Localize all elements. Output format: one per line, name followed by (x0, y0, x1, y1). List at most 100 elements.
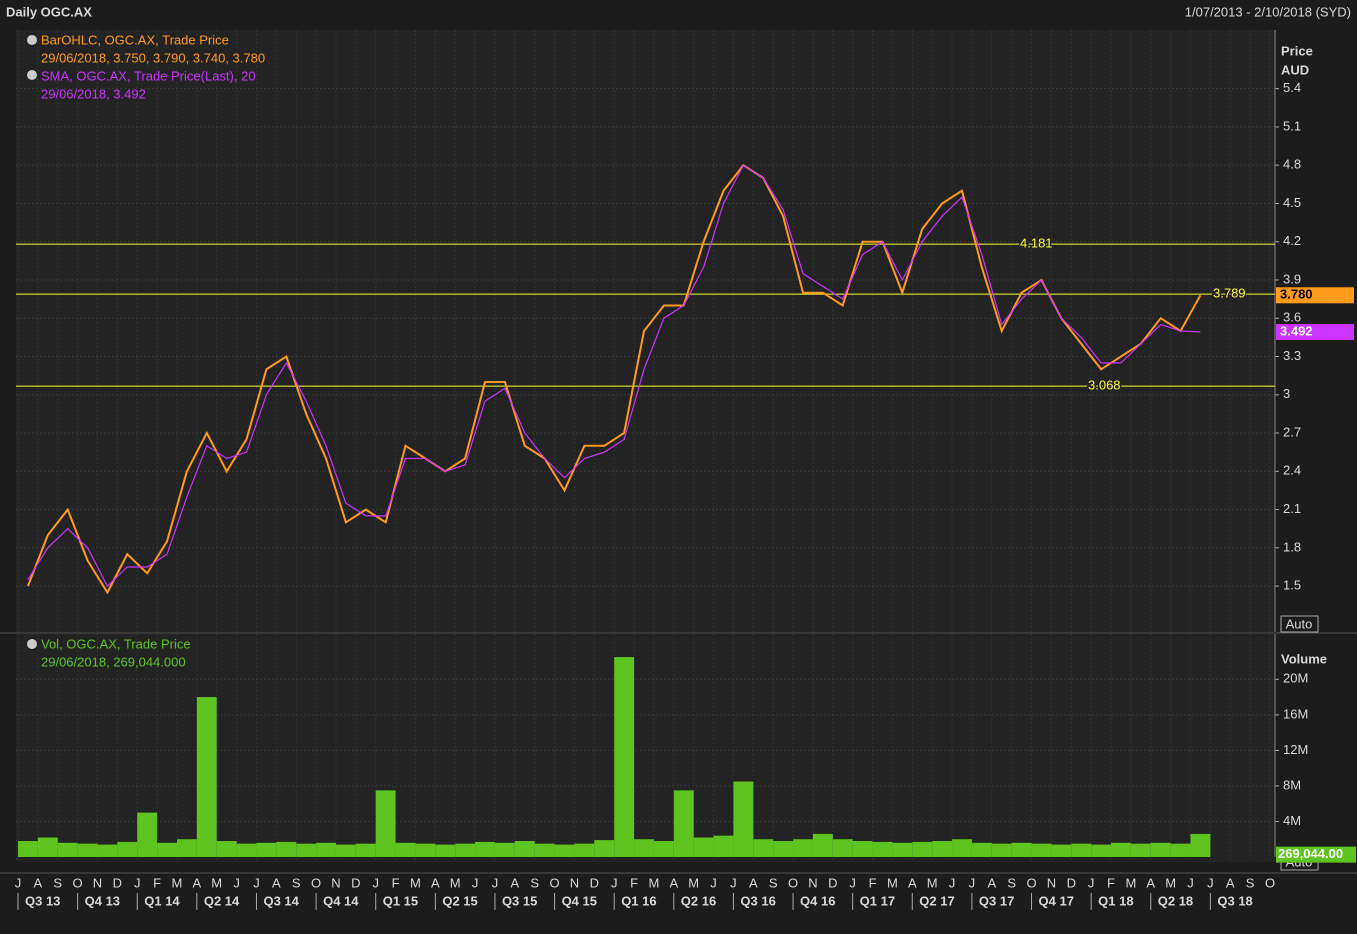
quarter-label: Q3 16 (740, 893, 775, 908)
volume-bar (335, 844, 356, 857)
x-tick-label: S (1246, 875, 1255, 890)
y-tick-label: 3.3 (1283, 348, 1301, 363)
auto-button-label[interactable]: Auto (1286, 616, 1313, 631)
horizontal-line-label: 4.181 (1020, 236, 1053, 251)
y-tick-label: 2.1 (1283, 501, 1301, 516)
x-tick-label: J (730, 875, 737, 890)
x-tick-label: N (570, 875, 579, 890)
last-value-label: 3.492 (1280, 323, 1313, 338)
volume-bar (18, 841, 38, 857)
x-tick-label: O (550, 875, 560, 890)
x-tick-label: O (788, 875, 798, 890)
price-line (27, 164, 1201, 588)
y-tick-label: 1.5 (1283, 578, 1301, 593)
x-tick-label: J (1187, 875, 1194, 890)
legend-icon[interactable] (27, 70, 37, 80)
volume-bar (514, 841, 535, 857)
x-tick-label: M (1125, 875, 1136, 890)
x-tick-label: A (1146, 875, 1155, 890)
x-tick-label: M (1165, 875, 1176, 890)
volume-bar (1011, 842, 1032, 857)
volume-bar (653, 841, 674, 857)
last-value-label: 269,044.00 (1278, 846, 1343, 861)
quarter-label: Q4 16 (800, 893, 835, 908)
x-tick-label: J (1088, 875, 1095, 890)
volume-bar (316, 842, 336, 857)
price-panel (16, 30, 1275, 632)
quarter-label: Q3 15 (502, 893, 537, 908)
x-tick-label: S (292, 875, 301, 890)
volume-bar (1190, 833, 1211, 857)
quarter-label: Q1 17 (860, 893, 895, 908)
x-tick-label: O (1026, 875, 1036, 890)
auto-button[interactable] (1280, 615, 1319, 633)
legend-icon[interactable] (27, 639, 37, 649)
x-tick-label: J (949, 875, 956, 890)
volume-bar (693, 837, 714, 857)
volume-bar (554, 844, 575, 857)
volume-bar (196, 697, 217, 857)
x-tick-label: N (93, 875, 102, 890)
volume-bar (1130, 843, 1151, 857)
x-tick-label: O (1265, 875, 1275, 890)
quarter-label: Q1 15 (383, 893, 418, 908)
volume-bar (395, 842, 416, 857)
volume-bar (713, 835, 734, 857)
volume-bar (475, 841, 495, 857)
y-tick-label: 3.9 (1283, 271, 1301, 286)
quarter-label: Q4 17 (1039, 893, 1074, 908)
volume-bar (793, 839, 813, 857)
volume-bar (733, 781, 754, 857)
y-tick-label: 4.8 (1283, 157, 1301, 172)
y-tick-label: 3 (1283, 386, 1290, 401)
price-axis-unit: AUD (1281, 62, 1309, 77)
x-tick-label: D (113, 875, 122, 890)
volume-bar (117, 841, 138, 857)
quarter-label: Q4 14 (323, 893, 359, 908)
legend-icon[interactable] (27, 35, 37, 45)
volume-bar (276, 841, 297, 857)
volume-bar (932, 841, 953, 857)
volume-bar (773, 841, 794, 857)
y-tick-label: 20M (1283, 671, 1308, 686)
price-axis-title: Price (1281, 43, 1313, 58)
quarter-label: Q3 18 (1217, 893, 1252, 908)
volume-bar (157, 842, 177, 857)
y-tick-label: 5.1 (1283, 118, 1301, 133)
x-tick-label: F (869, 875, 877, 890)
volume-bar (236, 843, 257, 857)
volume-axis-title: Volume (1281, 651, 1327, 666)
x-tick-label: A (987, 875, 996, 890)
volume-bar (37, 837, 58, 857)
x-tick-label: A (1226, 875, 1235, 890)
x-tick-label: O (73, 875, 83, 890)
x-tick-label: J (134, 875, 141, 890)
x-tick-label: N (331, 875, 340, 890)
quarter-label: Q3 14 (263, 893, 299, 908)
volume-bar (176, 839, 197, 857)
quarter-label: Q1 18 (1098, 893, 1133, 908)
volume-bar (812, 833, 833, 857)
volume-bar (256, 842, 277, 857)
volume-bar (355, 843, 376, 857)
y-tick-label: 1.8 (1283, 539, 1301, 554)
volume-bar (634, 839, 654, 857)
x-tick-label: S (1007, 875, 1016, 890)
quarter-label: Q1 14 (144, 893, 180, 908)
y-tick-label: 3.6 (1283, 310, 1301, 325)
chart-title: Daily OGC.AX (6, 4, 92, 19)
x-tick-label: O (311, 875, 321, 890)
volume-panel (16, 634, 1275, 862)
volume-bar (952, 839, 972, 857)
x-tick-label: A (669, 875, 678, 890)
volume-bar (574, 843, 595, 857)
legend-entry: 29/06/2018, 269,044.000 (41, 654, 186, 669)
x-tick-label: M (688, 875, 699, 890)
x-tick-label: S (769, 875, 778, 890)
quarter-label: Q3 13 (25, 893, 60, 908)
x-tick-label: A (908, 875, 917, 890)
last-value-tag (1276, 846, 1356, 863)
volume-bar (991, 843, 1012, 857)
volume-bar (216, 841, 237, 857)
